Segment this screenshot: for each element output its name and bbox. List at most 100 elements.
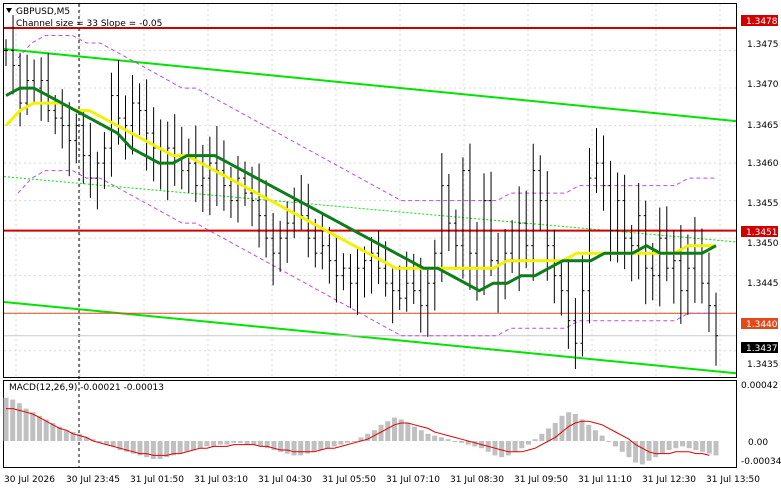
macd-tick: 0.00	[748, 438, 768, 448]
macd-bar	[525, 441, 531, 445]
macd-bar	[110, 441, 116, 447]
macd-bar	[30, 412, 36, 441]
resistance-price-label: 1.3478	[746, 17, 778, 27]
envelope-bands	[17, 35, 716, 337]
macd-bar	[512, 441, 518, 452]
mid-level-price-box	[741, 226, 778, 237]
price-tick: 1.3475	[747, 40, 779, 50]
macd-bar	[10, 399, 16, 441]
time-tick: 31 Jul 13:50	[706, 475, 760, 485]
time-axis[interactable]: 30 Jul 2026 30 Jul 23:45 31 Jul 01:50 31…	[4, 475, 760, 485]
macd-bar	[405, 423, 411, 441]
macd-bar	[50, 423, 56, 441]
macd-bar	[700, 441, 706, 452]
macd-bar	[633, 441, 639, 463]
macd-bar	[278, 441, 284, 452]
macd-bar	[378, 424, 384, 441]
macd-signal-line	[6, 408, 710, 456]
time-tick: 30 Jul 2026	[4, 475, 55, 485]
macd-bar	[680, 441, 686, 447]
macd-bar	[157, 441, 163, 459]
macd-bar	[191, 441, 197, 450]
macd-bar	[97, 441, 103, 443]
macd-bar	[217, 441, 223, 445]
macd-bar	[686, 441, 692, 449]
macd-bar	[331, 441, 337, 447]
macd-bar	[338, 441, 344, 445]
channel-info-label: Channel size = 33 Slope = -0.05	[16, 19, 162, 29]
macd-bar	[579, 419, 585, 441]
time-tick: 31 Jul 03:10	[194, 475, 248, 485]
macd-bar	[197, 441, 203, 449]
macd-bar	[204, 441, 210, 447]
horizontal-levels[interactable]	[4, 27, 736, 337]
channel-upper-line	[3, 48, 737, 123]
macd-histogram	[3, 397, 719, 465]
moving-averages	[4, 86, 717, 293]
price-tick: 1.3465	[747, 121, 779, 131]
macd-bar	[63, 430, 69, 441]
time-tick: 31 Jul 09:50	[514, 475, 568, 485]
macd-bar	[452, 441, 458, 442]
macd-bar	[164, 441, 170, 458]
time-tick: 31 Jul 01:50	[130, 475, 184, 485]
time-tick: 31 Jul 04:30	[258, 475, 312, 485]
macd-bar	[23, 408, 29, 441]
macd-bar	[398, 419, 404, 441]
macd-bar	[646, 441, 652, 461]
time-tick: 31 Jul 12:30	[642, 475, 696, 485]
macd-bar	[137, 441, 143, 456]
macd-bar	[432, 435, 438, 441]
macd-bar	[358, 437, 364, 441]
macd-bar	[592, 430, 598, 441]
macd-bar	[43, 419, 49, 441]
macd-bar	[425, 433, 431, 441]
symbol-label: GBPUSD,M5	[16, 7, 70, 17]
macd-bar	[77, 433, 83, 441]
macd-bar	[572, 414, 578, 441]
macd-bar	[706, 441, 712, 454]
macd-bar	[83, 437, 89, 441]
macd-bar	[519, 441, 525, 449]
macd-bar	[458, 441, 464, 443]
green-moving-average	[5, 86, 717, 293]
envelope-upper	[17, 35, 716, 202]
macd-bar	[224, 441, 230, 445]
envelope-lower	[17, 170, 716, 337]
collapse-triangle-icon[interactable]	[6, 8, 12, 13]
time-tick: 31 Jul 05:50	[322, 475, 376, 485]
macd-bar	[539, 433, 545, 441]
time-tick: 31 Jul 07:10	[386, 475, 440, 485]
macd-bar	[713, 441, 719, 456]
price-tick: 1.3470	[747, 80, 779, 90]
macd-bar	[472, 441, 478, 447]
bid-price-box	[741, 342, 778, 353]
macd-bar	[251, 441, 257, 445]
macd-bar	[3, 397, 9, 441]
price-pane[interactable]: GBPUSD,M5 Channel size = 33 Slope = -0.0…	[3, 3, 737, 469]
macd-bar	[345, 441, 351, 443]
macd-pane[interactable]: MACD(12,26,9) -0.00021 -0.00013 0.00042 …	[3, 380, 781, 468]
macd-bar	[606, 441, 612, 442]
macd-bar	[438, 437, 444, 441]
yellow-moving-average	[4, 101, 716, 270]
mid-level-price-label: 1.3451	[746, 228, 778, 238]
price-axis[interactable]: 1.3475 1.3470 1.3465 1.3460 1.3455 1.345…	[741, 15, 779, 370]
macd-bar	[318, 441, 324, 450]
macd-bar	[666, 441, 672, 450]
macd-bar	[311, 441, 317, 452]
macd-tick: 0.00042	[741, 381, 778, 391]
macd-bar	[36, 415, 42, 441]
time-tick: 30 Jul 23:45	[66, 475, 120, 485]
macd-bar	[505, 441, 511, 456]
macd-bar	[391, 417, 397, 441]
time-tick: 31 Jul 08:30	[450, 475, 504, 485]
macd-bar	[211, 441, 217, 447]
macd-bar	[613, 441, 619, 447]
macd-bar	[184, 441, 190, 452]
macd-bar	[599, 435, 605, 441]
macd-bar	[130, 441, 136, 454]
macd-bar	[284, 441, 290, 454]
macd-bar	[418, 430, 424, 441]
